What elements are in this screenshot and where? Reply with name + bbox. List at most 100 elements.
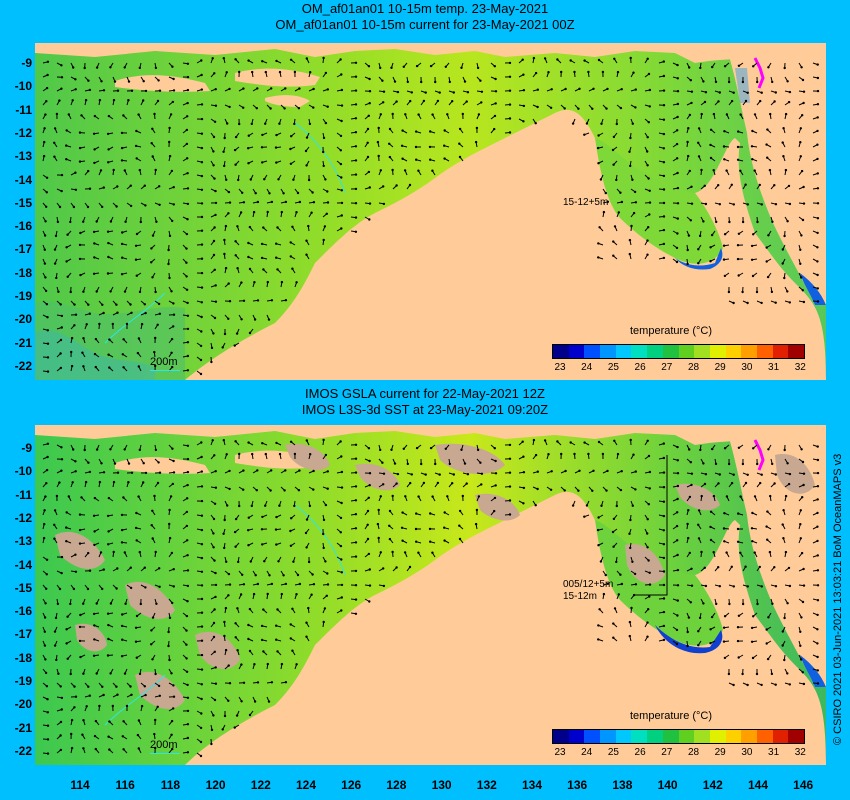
current-arrowhead	[275, 638, 278, 641]
current-arrowhead	[46, 738, 50, 741]
current-arrowhead	[136, 733, 140, 737]
current-arrowhead	[83, 448, 86, 452]
colorbar-segment	[553, 730, 569, 743]
current-arrowhead	[46, 724, 50, 727]
current-arrowhead	[261, 543, 264, 546]
current-arrowhead	[702, 462, 705, 465]
current-arrowhead	[619, 191, 622, 194]
current-arrowhead	[646, 57, 649, 60]
current-arrowhead	[46, 711, 49, 714]
current-arrowhead	[816, 157, 819, 161]
current-arrowhead	[125, 704, 129, 708]
current-arrowhead	[786, 220, 789, 223]
current-arrowhead	[276, 608, 279, 611]
current-arrowhead	[816, 202, 820, 205]
current-arrowhead	[662, 570, 666, 573]
current-arrowhead	[619, 488, 623, 492]
current-arrowhead	[560, 70, 563, 74]
current-arrowhead	[787, 184, 791, 188]
current-arrowhead	[760, 585, 763, 588]
current-arrowhead	[536, 88, 539, 91]
current-arrowhead	[340, 558, 343, 561]
current-arrowhead	[248, 267, 252, 271]
credit-text: © CSIRO 2021 03-Jun-2021 13:03:21 BoM Oc…	[832, 453, 844, 745]
y-tick-label: -14	[14, 172, 32, 187]
current-arrowhead	[135, 656, 138, 659]
current-arrowhead	[377, 536, 380, 540]
current-arrowhead	[137, 747, 140, 750]
x-tick-label: 138	[612, 778, 633, 792]
current-arrowhead	[662, 442, 665, 445]
current-arrowhead	[260, 624, 264, 628]
current-arrowhead	[444, 65, 447, 68]
current-arrowhead	[465, 100, 468, 103]
current-arrowhead	[788, 202, 792, 206]
current-arrowhead	[158, 471, 162, 474]
current-arrowhead	[617, 593, 620, 596]
current-arrowhead	[340, 596, 343, 599]
current-arrowhead	[262, 268, 265, 271]
current-arrowhead	[736, 145, 740, 149]
current-arrowhead	[564, 469, 567, 473]
current-arrowhead	[326, 190, 329, 193]
current-arrowhead	[185, 275, 188, 278]
current-arrowhead	[234, 545, 237, 548]
current-arrowhead	[292, 560, 295, 563]
current-arrowhead	[256, 582, 260, 586]
current-arrowhead	[400, 526, 404, 529]
current-arrowhead	[631, 560, 634, 563]
colorbar-tick-label: 25	[607, 362, 619, 373]
current-arrowhead	[781, 644, 784, 647]
current-arrowhead	[170, 672, 173, 675]
current-arrowhead	[200, 59, 203, 62]
current-arrowhead	[121, 256, 124, 259]
current-arrowhead	[676, 186, 680, 190]
current-arrowhead	[120, 242, 124, 246]
current-arrowhead	[214, 486, 218, 489]
current-arrowhead	[367, 65, 371, 68]
current-arrowhead	[70, 364, 74, 368]
current-arrowhead	[766, 275, 770, 279]
current-arrowhead	[480, 472, 484, 475]
colorbar-tick-label: 32	[794, 362, 806, 373]
current-arrowhead	[295, 663, 298, 666]
current-arrowhead	[247, 255, 250, 259]
current-arrowhead	[171, 65, 174, 68]
current-arrowhead	[647, 503, 650, 506]
current-arrowhead	[676, 445, 679, 449]
current-arrowhead	[783, 658, 786, 662]
current-arrowhead	[83, 66, 86, 70]
current-arrowhead	[354, 145, 358, 148]
current-arrowhead	[816, 554, 819, 557]
current-arrowhead	[168, 522, 171, 526]
current-arrowhead	[74, 171, 77, 174]
current-arrowhead	[200, 441, 203, 444]
current-arrowhead	[78, 639, 82, 643]
current-arrowhead	[739, 113, 742, 116]
current-arrowhead	[725, 113, 729, 116]
current-arrowhead	[800, 169, 804, 173]
current-arrowhead	[200, 88, 203, 91]
current-arrowhead	[43, 522, 46, 526]
current-arrowhead	[266, 662, 269, 666]
current-arrowhead	[72, 587, 76, 591]
current-arrowhead	[379, 66, 382, 70]
bottom-title-line2: IMOS L3S-3d SST at 23-May-2021 09:20Z	[301, 402, 549, 417]
current-arrowhead	[632, 453, 635, 456]
current-arrowhead	[723, 512, 726, 515]
current-arrowhead	[212, 332, 215, 335]
current-arrowhead	[136, 351, 140, 355]
current-arrowhead	[256, 681, 260, 684]
current-arrowhead	[186, 62, 190, 65]
current-arrowhead	[477, 495, 481, 498]
current-arrowhead	[78, 243, 82, 247]
current-arrowhead	[92, 132, 96, 135]
current-arrowhead	[429, 158, 432, 161]
current-arrowhead	[307, 606, 310, 610]
current-arrowhead	[53, 509, 57, 512]
current-arrowhead	[200, 514, 204, 517]
current-arrowhead	[686, 262, 689, 266]
current-arrowhead	[326, 88, 329, 91]
current-arrowhead	[116, 311, 119, 314]
current-arrowhead	[723, 615, 727, 618]
